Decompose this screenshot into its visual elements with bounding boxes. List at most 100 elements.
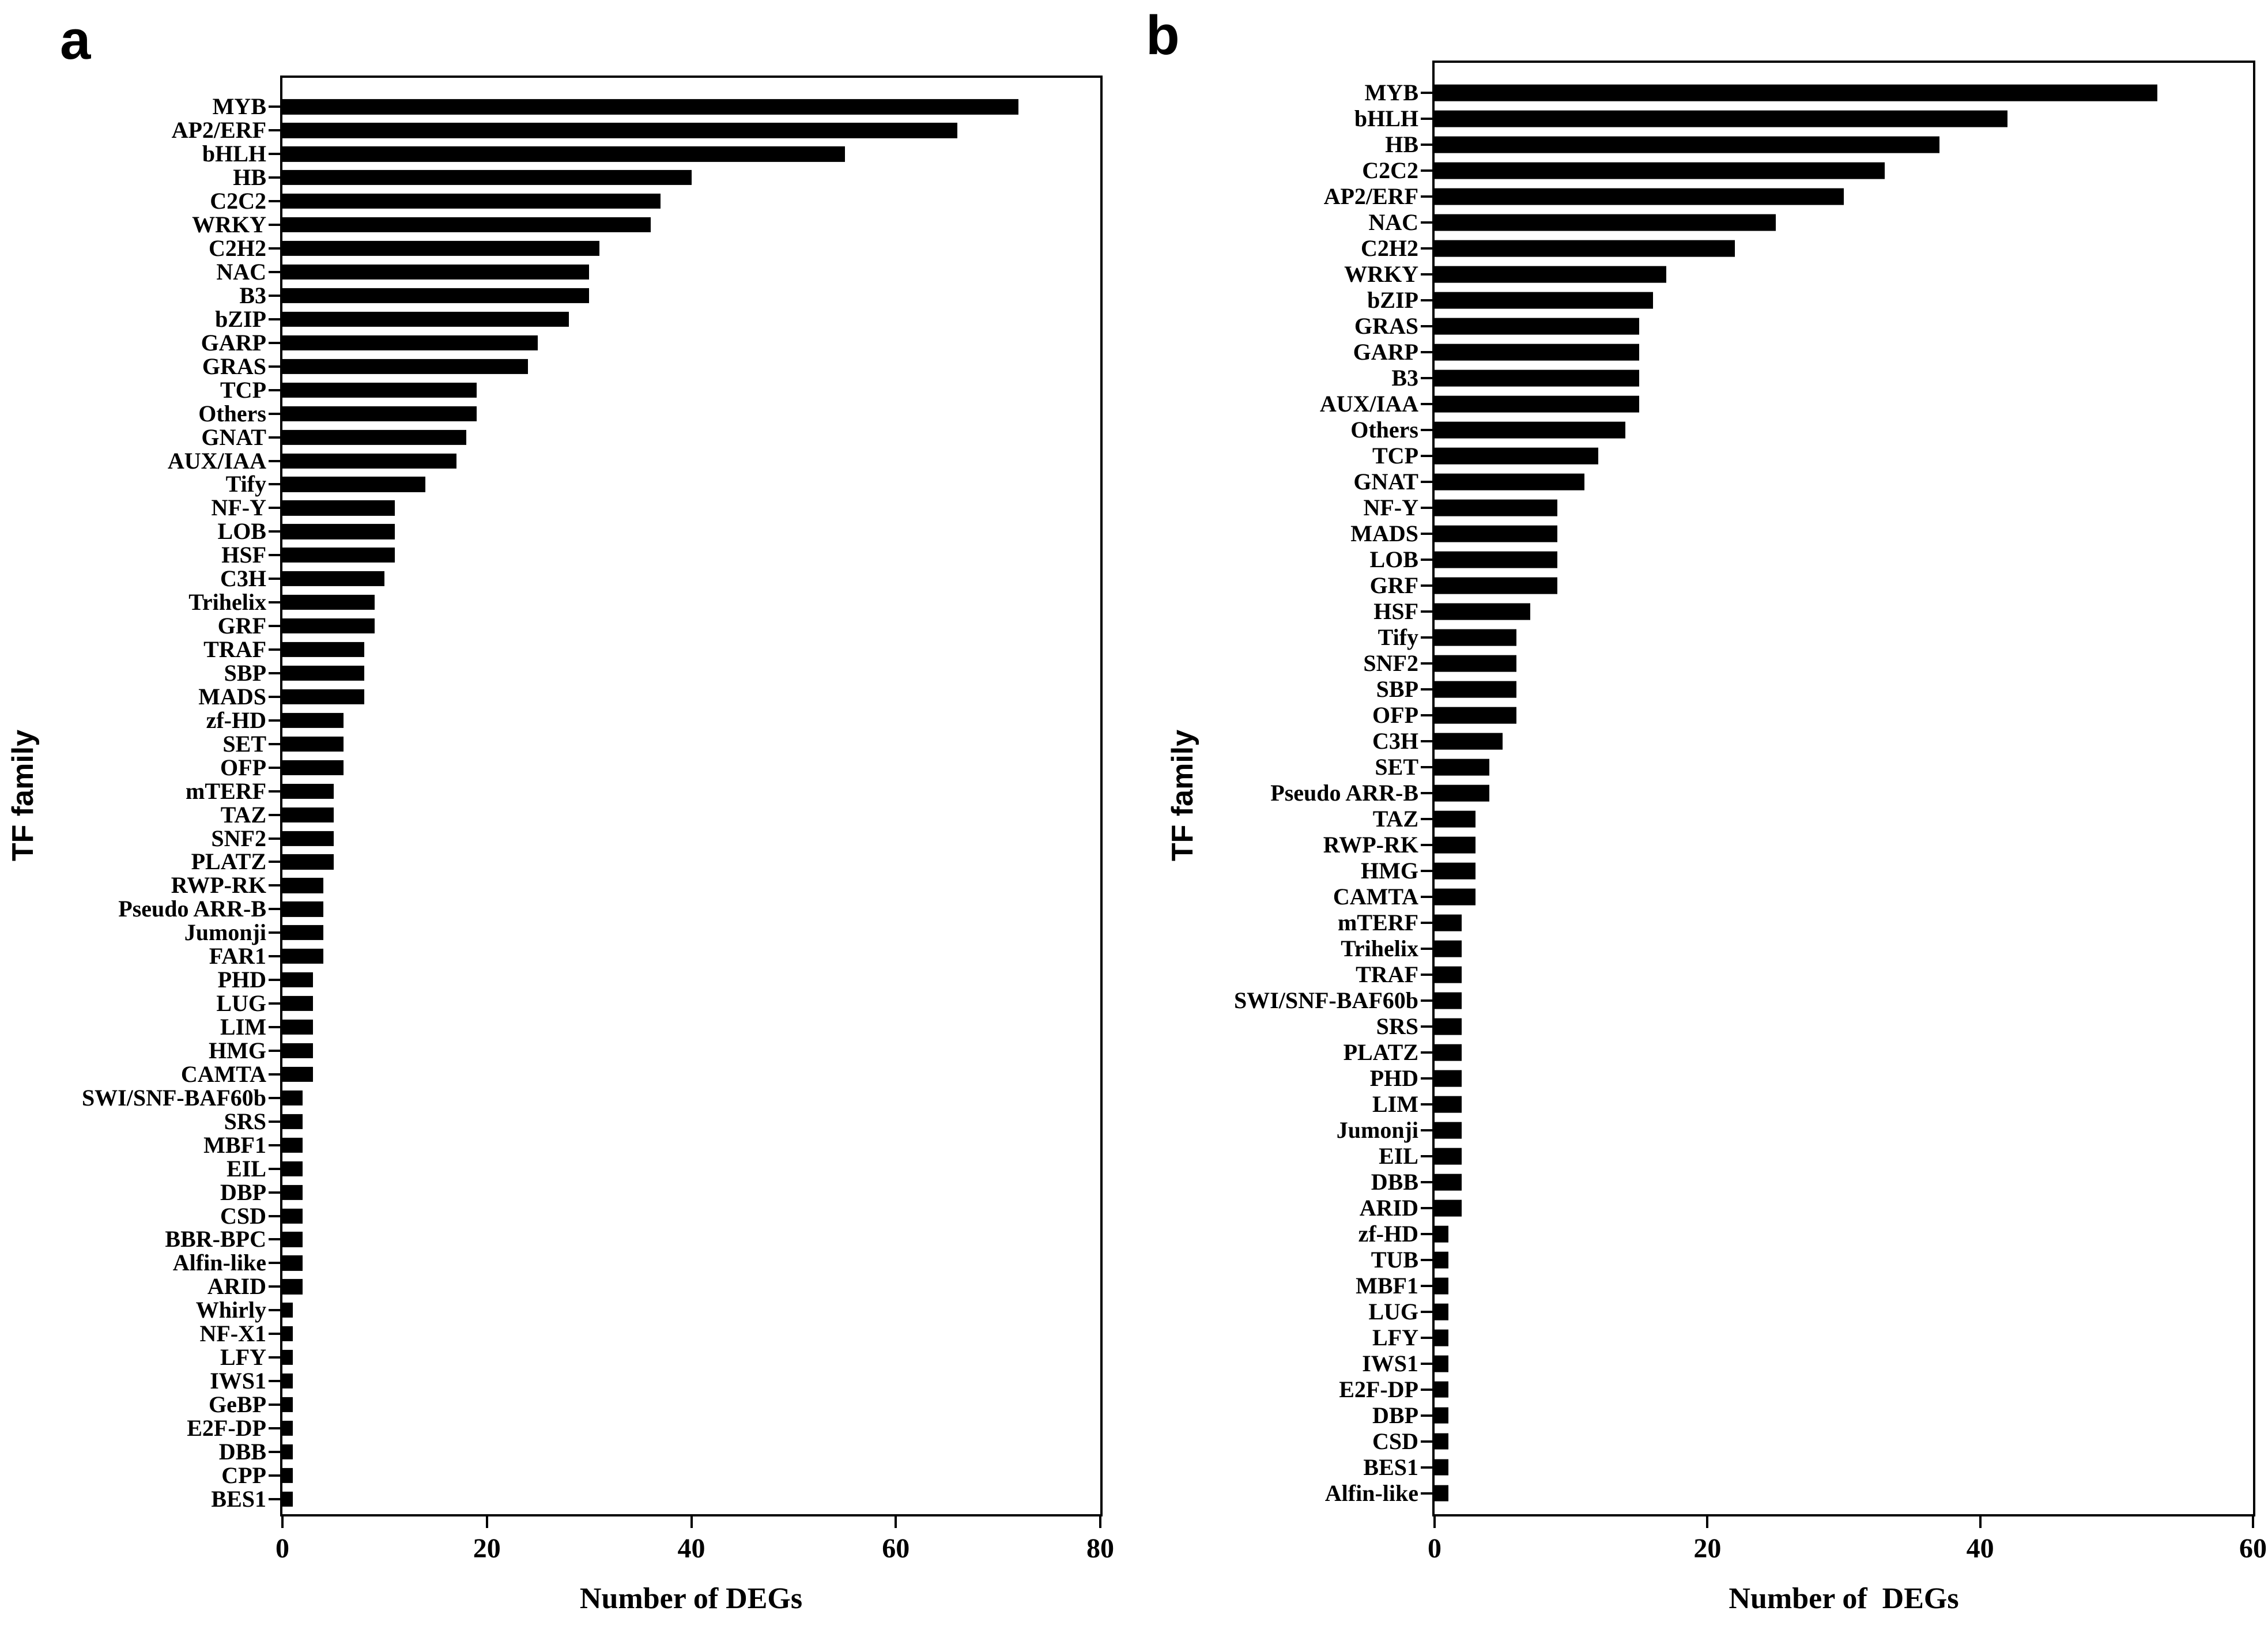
category-label: LIM <box>220 1014 266 1040</box>
bar <box>282 335 538 350</box>
bar-row: HSF <box>221 544 1100 567</box>
bar <box>282 146 845 162</box>
bar <box>282 1114 303 1129</box>
y-tick <box>1421 1466 1432 1469</box>
bar-row: SET <box>1375 754 2253 780</box>
bar-row: GRF <box>1370 573 2253 599</box>
bar <box>1435 836 1475 854</box>
bar-row: OFP <box>220 756 1100 779</box>
category-label: GARP <box>1353 339 1418 365</box>
category-label: Alfin-like <box>172 1250 266 1276</box>
bar <box>282 311 569 327</box>
y-tick <box>1421 947 1432 950</box>
category-label: MADS <box>198 683 266 710</box>
bar <box>1435 240 1735 257</box>
bar-row: SBP <box>224 661 1100 685</box>
y-tick <box>269 1167 280 1170</box>
bar <box>282 548 395 563</box>
bar-row: LFY <box>1372 1325 2253 1350</box>
bar-row: TCP <box>220 378 1100 402</box>
bar <box>1435 966 1462 983</box>
y-tick <box>269 648 280 651</box>
bar-row: GNAT <box>1353 469 2253 495</box>
bar-row: CSD <box>220 1204 1100 1228</box>
bar <box>282 1232 303 1247</box>
y-tick <box>269 153 280 156</box>
bar <box>1435 163 1885 179</box>
y-tick <box>269 813 280 816</box>
bar <box>1435 499 1557 516</box>
y-tick <box>269 1262 280 1265</box>
category-label: Tify <box>1378 624 1418 651</box>
bar <box>282 1161 303 1176</box>
bar <box>282 1090 303 1106</box>
bar-row: FAR1 <box>209 945 1100 968</box>
bar-row: mTERF <box>1338 910 2253 936</box>
bar-row: GARP <box>201 331 1100 354</box>
x-tick-label: 40 <box>677 1533 705 1564</box>
category-label: ARID <box>1359 1194 1418 1221</box>
bar-row: CAMTA <box>181 1062 1100 1086</box>
category-label: TRAF <box>1356 961 1418 987</box>
category-label: AUX/IAA <box>1319 391 1418 417</box>
bar <box>1435 733 1503 750</box>
bar-row: C3H <box>220 567 1100 591</box>
y-tick <box>1421 455 1432 458</box>
bar <box>282 1066 314 1082</box>
bar <box>1435 681 1516 698</box>
category-label: BES1 <box>211 1485 266 1512</box>
category-label: MBF1 <box>1356 1272 1418 1299</box>
bar-row: E2F-DP <box>1339 1376 2253 1402</box>
y-tick <box>1421 921 1432 924</box>
y-tick <box>1421 1129 1432 1131</box>
y-tick <box>1421 377 1432 380</box>
bar <box>1435 1329 1448 1346</box>
bar <box>1435 214 1776 231</box>
bar-row: MADS <box>1350 521 2253 547</box>
y-tick <box>1421 870 1432 873</box>
y-tick <box>269 695 280 698</box>
bar-row: LUG <box>216 992 1100 1016</box>
y-axis-title-b: TF family <box>1166 729 1199 862</box>
y-tick <box>269 766 280 769</box>
bar-row: DBB <box>219 1440 1100 1463</box>
y-tick <box>1421 481 1432 484</box>
bar-row: Alfin-like <box>173 1251 1100 1275</box>
category-label: NF-X1 <box>199 1321 266 1347</box>
category-label: SNF2 <box>211 825 266 851</box>
bar-row: Tify <box>226 473 1100 496</box>
bar <box>282 382 477 398</box>
bar <box>1435 344 1639 361</box>
x-tick-label: 0 <box>276 1533 289 1564</box>
y-tick <box>1421 973 1432 976</box>
y-tick <box>269 1002 280 1005</box>
category-label: TRAF <box>203 636 266 663</box>
y-tick <box>269 129 280 132</box>
category-label: NF-Y <box>1363 495 1418 521</box>
category-label: AP2/ERF <box>171 117 266 144</box>
x-tick <box>2252 1516 2254 1528</box>
y-tick <box>1421 896 1432 898</box>
category-label: NAC <box>216 259 266 285</box>
bar <box>1435 266 1667 283</box>
category-label: BBR-BPC <box>165 1226 266 1252</box>
bar-row: Trihelix <box>188 591 1100 614</box>
bar <box>1435 707 1516 724</box>
bar <box>282 194 661 209</box>
y-tick <box>269 294 280 297</box>
category-label: GNAT <box>1353 469 1418 495</box>
bar <box>282 406 477 421</box>
bar-row: AP2/ERF <box>172 119 1100 142</box>
bar <box>1435 810 1475 828</box>
category-label: ARID <box>207 1273 266 1300</box>
x-tick-label: 40 <box>1966 1533 1994 1564</box>
bar <box>282 264 590 280</box>
category-label: RWP-RK <box>1323 832 1418 858</box>
category-label: LOB <box>217 518 266 545</box>
x-tick <box>1979 1516 1982 1528</box>
plot-area-a: MYB AP2/ERF bHLH HB C2C2 WRKY C2H2 NAC B3 bZIP GAR… <box>82 76 1103 1516</box>
bar-row: GNAT <box>201 425 1100 449</box>
bar-row: CSD <box>1372 1428 2253 1454</box>
category-label: Others <box>1350 417 1418 443</box>
bar <box>282 524 395 540</box>
